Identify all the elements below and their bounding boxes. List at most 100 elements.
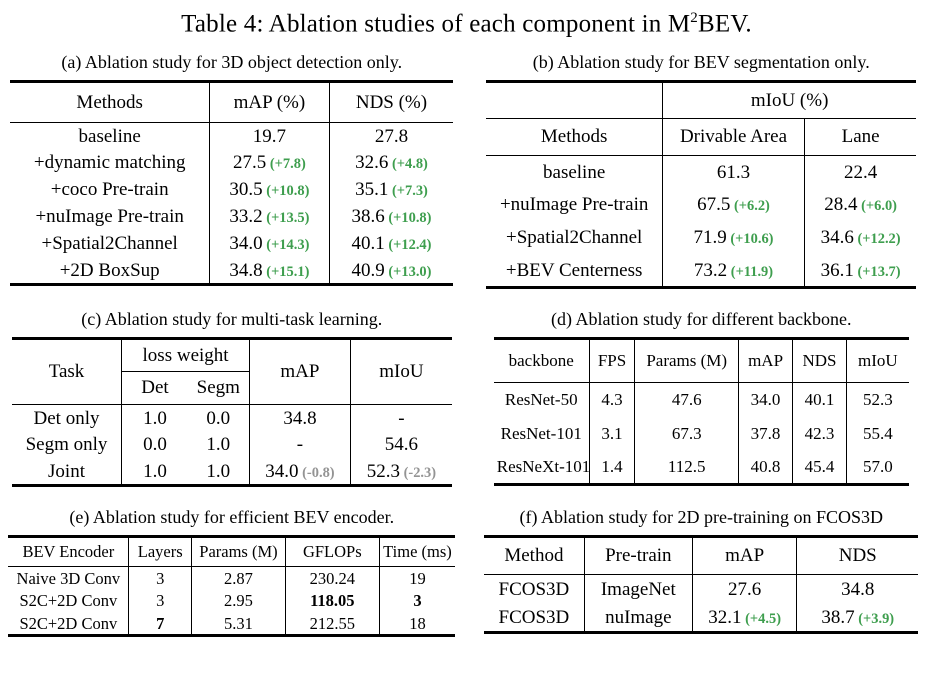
table-cell: 35.1 (+7.3): [328, 176, 454, 204]
table-cell: 7: [128, 612, 192, 636]
page-title: Table 4: Ablation studies of each compon…: [0, 10, 933, 38]
table-b: mIoU (%) Methods Drivable Area Lane base…: [486, 80, 917, 290]
table-row: Segm only 0.0 1.0-54.6: [12, 431, 452, 459]
col-header-drivable-area: Drivable Area: [662, 118, 805, 157]
table-row: FCOS3D ImageNet 27.6 34.8: [484, 574, 919, 604]
table-cell: 42.3: [792, 416, 847, 451]
table-cell: 32.1 (+4.5): [692, 603, 797, 633]
col-header-pretrain: Pre-train: [583, 536, 693, 576]
table-cell: 1.0: [121, 458, 188, 486]
table-cell: 3: [128, 566, 192, 590]
caption-b: (b) Ablation study for BEV segmentation …: [532, 52, 870, 73]
header-row: Methods Drivable Area Lane: [486, 118, 917, 157]
col-header-methods: Methods: [10, 81, 210, 124]
title-text-end: BEV.: [698, 10, 752, 38]
delta-value: (+13.0): [384, 263, 432, 280]
col-header-map: mAP: [248, 338, 351, 406]
table-cell: 54.6: [350, 431, 452, 459]
table-cell: +2D BoxSup: [59, 259, 160, 281]
group-header-row: mIoU (%): [486, 81, 917, 120]
delta-value: (+11.9): [727, 263, 774, 280]
table-cell: 1.0: [121, 404, 188, 432]
table-cell: nuImage: [583, 603, 693, 633]
caption-a: (a) Ablation study for 3D object detecti…: [61, 52, 403, 73]
delta-value: (+10.8): [262, 183, 310, 200]
table-cell: 3: [378, 589, 456, 613]
table-row: +coco Pre-train 30.5 (+10.8) 35.1 (+7.3): [10, 176, 454, 204]
table-cell: 38.7 (+3.9): [796, 603, 919, 633]
table-cell: 67.5 (+6.2): [662, 188, 805, 222]
table-cell: FCOS3D: [498, 606, 570, 628]
table-a: Methods mAP (%) NDS (%) baseline 19.7 27.8…: [10, 80, 454, 287]
table-cell: 118.05: [284, 589, 380, 613]
panel-a: (a) Ablation study for 3D object detecti…: [8, 52, 456, 289]
table-cell: 38.6 (+10.8): [328, 203, 454, 231]
col-header-layers: Layers: [128, 536, 192, 568]
table-cell: 40.9 (+13.0): [328, 257, 454, 285]
table-cell: 19.7: [209, 122, 330, 150]
table-cell: 34.8: [796, 574, 919, 604]
table-row: baseline 19.7 27.8: [10, 122, 454, 150]
tables-grid: (a) Ablation study for 3D object detecti…: [0, 52, 933, 638]
table-cell: +Spatial2Channel: [41, 233, 178, 255]
table-cell: 1.4: [588, 450, 635, 485]
delta-value: (+7.3): [388, 183, 428, 200]
table-cell: 112.5: [634, 450, 739, 485]
col-header-gflops: GFLOPs: [284, 536, 380, 568]
delta-value: (-2.3): [399, 464, 437, 481]
table-cell: 52.3 (-2.3): [350, 458, 452, 486]
table-cell: Det only: [33, 407, 100, 429]
table-cell: 30.5 (+10.8): [209, 176, 330, 204]
table-cell: +nuImage Pre-train: [499, 194, 649, 216]
table-cell: 4.3: [588, 382, 635, 417]
col-header-fps: FPS: [588, 338, 635, 384]
table-cell: ImageNet: [583, 574, 693, 604]
col-header-map: mAP: [692, 536, 797, 576]
col-header-method: Method: [484, 536, 585, 576]
table-cell: 34.8 (+15.1): [209, 257, 330, 285]
table-cell: 40.1: [792, 382, 847, 417]
delta-value: (+14.3): [262, 237, 310, 254]
table-cell: 19: [378, 566, 456, 590]
table-row: baseline 61.3 22.4: [486, 155, 917, 189]
panel-b: (b) Ablation study for BEV segmentation …: [478, 52, 926, 290]
table-cell: S2C+2D Conv: [19, 613, 118, 633]
table-cell: -: [248, 431, 351, 459]
table-cell: 34.0 (-0.8): [248, 458, 351, 486]
col-header-params: Params (M): [634, 338, 739, 384]
panel-c: (c) Ablation study for multi-task learni…: [8, 309, 456, 488]
table-cell: 0.0: [121, 431, 188, 459]
table-cell: ResNet-50: [504, 390, 578, 410]
table-cell: 73.2 (+11.9): [662, 254, 805, 288]
col-header-nds: NDS: [796, 536, 919, 576]
delta-value: (+10.8): [384, 210, 432, 227]
table-row: S2C+2D Conv 7 5.31 212.55 18: [8, 612, 456, 636]
table-cell: -: [350, 404, 452, 432]
table-cell: 22.4: [803, 155, 917, 189]
delta-value: (+3.9): [854, 610, 895, 627]
table-cell: 230.24: [284, 566, 380, 590]
table-row: ResNet-101 3.1 67.3 37.8 42.3 55.4: [494, 416, 909, 451]
delta-value: (+7.8): [266, 156, 306, 173]
col-header-time: Time (ms): [378, 536, 456, 568]
header-row-2: Det Segm: [12, 371, 452, 406]
table-cell: 47.6: [634, 382, 739, 417]
caption-f: (f) Ablation study for 2D pre-training o…: [519, 507, 883, 528]
table-cell: 27.6: [692, 574, 797, 604]
table-row: +nuImage Pre-train 67.5 (+6.2) 28.4 (+6.0): [486, 188, 917, 222]
col-header-methods: Methods: [486, 118, 663, 157]
table-e: BEV Encoder Layers Params (M) GFLOPs Tim…: [8, 535, 456, 638]
header-row-1: Task loss weight mAP mIoU: [11, 338, 452, 406]
table-row: +dynamic matching 27.5 (+7.8) 32.6 (+4.8): [10, 149, 454, 177]
title-superscript: 2: [690, 10, 698, 26]
group-header-miou: mIoU (%): [662, 81, 917, 120]
table-cell: +Spatial2Channel: [505, 227, 643, 249]
table-c: Task loss weight mAP mIoU Det Segm Det o…: [11, 337, 452, 488]
table-row: +BEV Centerness 73.2 (+11.9) 36.1 (+13.7): [486, 254, 917, 288]
table-cell: ResNet-101: [500, 423, 582, 443]
col-header-backbone: backbone: [493, 338, 590, 384]
col-header-lane: Lane: [803, 118, 917, 157]
table-cell: 212.55: [284, 612, 380, 636]
table-f: Method Pre-train mAP NDS FCOS3D ImageNet 2…: [484, 535, 919, 635]
table-cell: 71.9 (+10.6): [662, 221, 805, 255]
